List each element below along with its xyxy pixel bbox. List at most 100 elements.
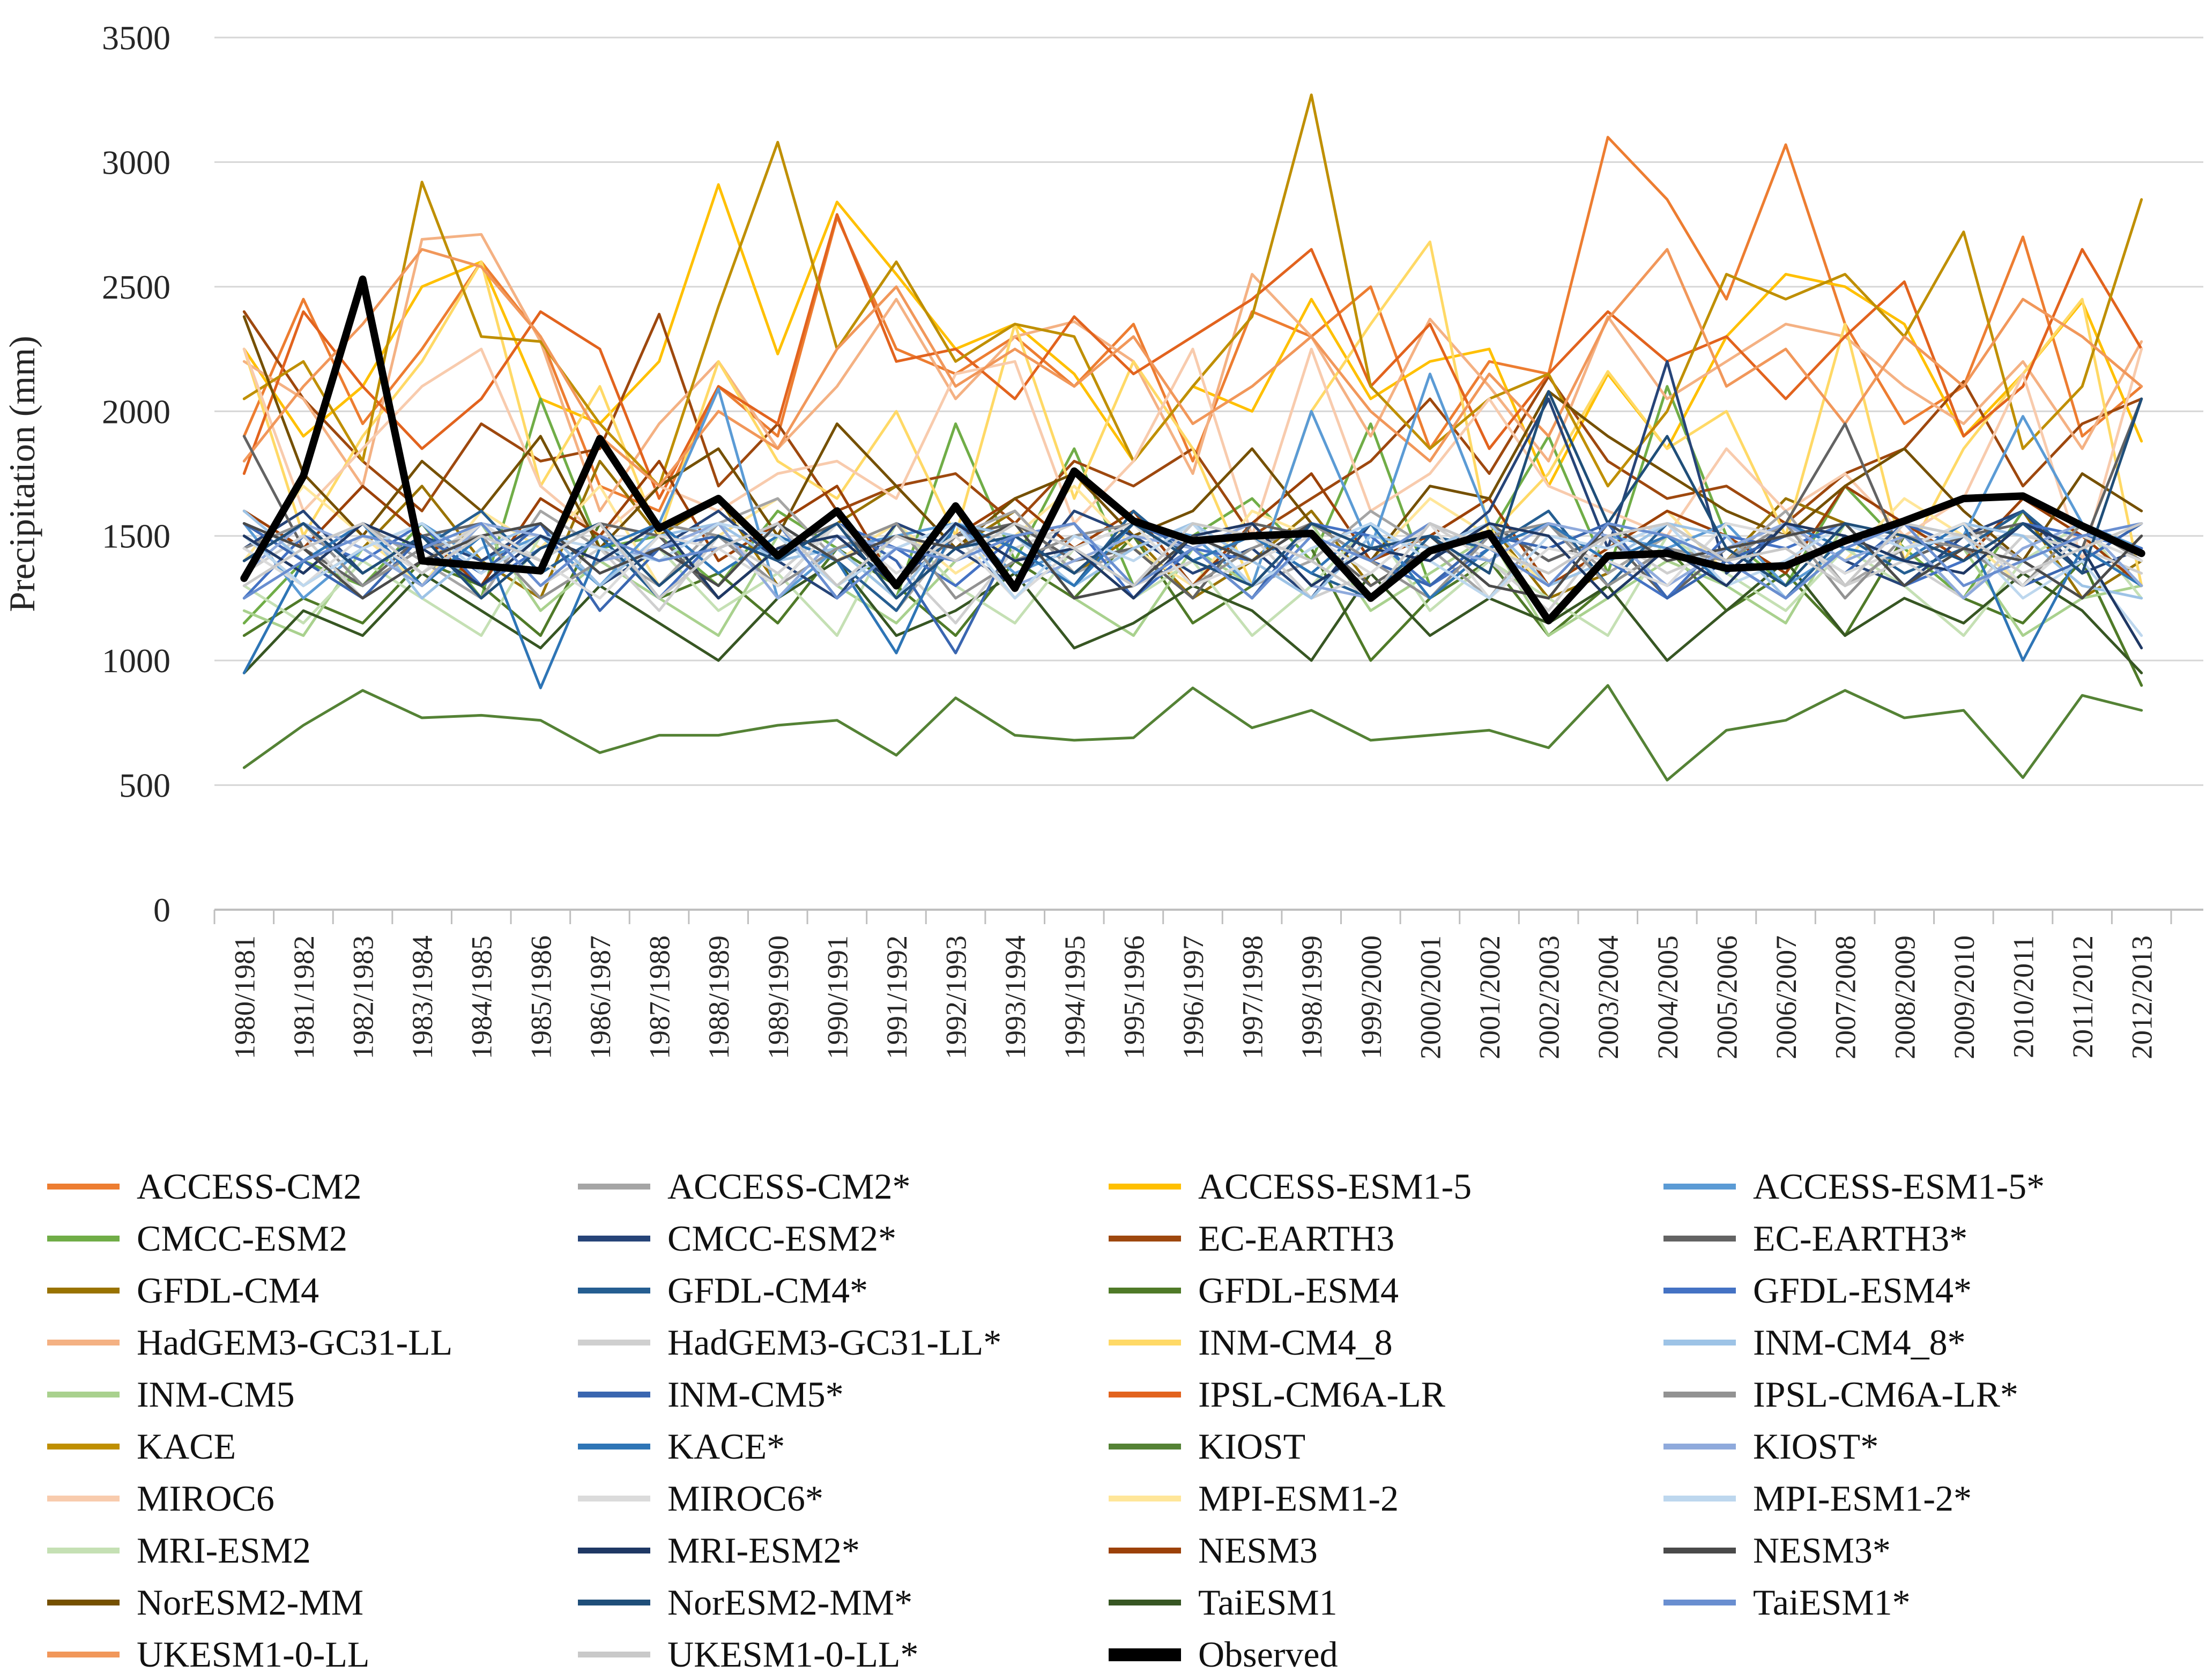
legend-label: ACCESS-ESM1-5* xyxy=(1753,1166,2045,1207)
series-line-KACE xyxy=(242,93,2143,488)
x-tick-label: 1995/1996 xyxy=(1118,935,1150,1059)
legend-swatch xyxy=(47,1496,120,1501)
legend-label: TaiESM1* xyxy=(1753,1582,1911,1623)
legend-item-CMCC-ESM2*: CMCC-ESM2* xyxy=(578,1213,1109,1265)
legend-label: GFDL-ESM4* xyxy=(1753,1270,1972,1311)
x-tick-label: 1981/1982 xyxy=(288,935,320,1059)
legend-label: NESM3* xyxy=(1753,1530,1891,1571)
legend-swatch xyxy=(578,1444,650,1449)
x-tick-label: 1997/1998 xyxy=(1237,935,1269,1059)
y-tick-label: 2500 xyxy=(102,268,170,306)
legend-label: UKESM1-0-LL xyxy=(137,1634,370,1675)
y-axis-tick-labels: 0 500 1000 1500 2000 2500 3000 3500 xyxy=(102,19,170,929)
legend-item-INM-CM5: INM-CM5 xyxy=(47,1369,578,1421)
x-tick-label: 1985/1986 xyxy=(525,935,557,1059)
legend-item-NorESM2-MM: NorESM2-MM xyxy=(47,1577,578,1629)
series-line-Observed xyxy=(240,275,2145,625)
legend-item-EC-EARTH3: EC-EARTH3 xyxy=(1109,1213,1663,1265)
legend-swatch xyxy=(1663,1496,1736,1501)
x-tick-label: 1986/1987 xyxy=(584,935,617,1059)
series-line-UKESM1-0-LL xyxy=(242,248,2143,488)
x-tick-label: 1984/1985 xyxy=(466,935,498,1059)
legend-item-UKESM1-0-LL: UKESM1-0-LL xyxy=(47,1629,578,1680)
legend-item-HadGEM3-GC31-LL: HadGEM3-GC31-LL xyxy=(47,1317,578,1369)
legend-item-TaiESM1: TaiESM1 xyxy=(1109,1577,1663,1629)
legend-item-IPSL-CM6A-LR*: IPSL-CM6A-LR* xyxy=(1663,1369,2186,1421)
x-tick-label: 2006/2007 xyxy=(1770,935,1802,1059)
x-tick-label: 2005/2006 xyxy=(1711,935,1743,1059)
legend-swatch xyxy=(1109,1340,1181,1346)
legend-swatch xyxy=(1663,1548,1736,1553)
legend-item-NorESM2-MM*: NorESM2-MM* xyxy=(578,1577,1109,1629)
x-tick-label: 2000/2001 xyxy=(1414,935,1446,1059)
legend-item-IPSL-CM6A-LR: IPSL-CM6A-LR xyxy=(1109,1369,1663,1421)
legend-label: IPSL-CM6A-LR xyxy=(1198,1374,1445,1415)
legend-item-INM-CM4_8: INM-CM4_8 xyxy=(1109,1317,1663,1369)
y-tick-label: 500 xyxy=(119,767,170,805)
legend-label: IPSL-CM6A-LR* xyxy=(1753,1374,2018,1415)
x-tick-label: 1993/1994 xyxy=(999,935,1031,1059)
legend-swatch xyxy=(1663,1392,1736,1397)
legend-swatch xyxy=(578,1236,650,1242)
chart-legend: ACCESS-CM2 ACCESS-CM2* ACCESS-ESM1-5 ACCESS… xyxy=(47,1161,2186,1680)
legend-swatch xyxy=(1109,1496,1181,1501)
legend-label: GFDL-CM4 xyxy=(137,1270,320,1311)
x-tick-label: 1987/1988 xyxy=(644,935,676,1059)
x-tick-label: 1988/1989 xyxy=(703,935,735,1059)
legend-label: EC-EARTH3 xyxy=(1198,1218,1395,1259)
legend-label: CMCC-ESM2* xyxy=(667,1218,896,1259)
legend-label: MPI-ESM1-2* xyxy=(1753,1478,1972,1519)
legend-swatch xyxy=(578,1496,650,1501)
legend-swatch xyxy=(47,1548,120,1553)
legend-label: INM-CM4_8* xyxy=(1753,1322,1966,1363)
x-tick-label: 1996/1997 xyxy=(1177,935,1209,1059)
legend-item-GFDL-ESM4*: GFDL-ESM4* xyxy=(1663,1265,2186,1317)
legend-swatch xyxy=(578,1288,650,1294)
legend-swatch xyxy=(1109,1288,1181,1294)
legend-label: ACCESS-CM2* xyxy=(667,1166,911,1207)
series-line-NorESM2-MM xyxy=(242,315,2143,562)
x-tick-label: 1998/1999 xyxy=(1296,935,1328,1059)
legend-item-ACCESS-ESM1-5*: ACCESS-ESM1-5* xyxy=(1663,1161,2186,1213)
legend-label: MIROC6 xyxy=(137,1478,274,1519)
legend-label: HadGEM3-GC31-LL* xyxy=(667,1322,1002,1363)
legend-item-KACE: KACE xyxy=(47,1421,578,1473)
legend-label: ACCESS-CM2 xyxy=(137,1166,362,1207)
legend-swatch xyxy=(47,1392,120,1397)
legend-swatch xyxy=(1663,1340,1736,1346)
legend-item-GFDL-ESM4: GFDL-ESM4 xyxy=(1109,1265,1663,1317)
legend-item-GFDL-CM4*: GFDL-CM4* xyxy=(578,1265,1109,1317)
legend-swatch xyxy=(47,1444,120,1449)
series-line-NorESM2-MM* xyxy=(242,390,2143,600)
x-axis-tick-marks xyxy=(213,910,2172,924)
series-line-INM-CM4_8 xyxy=(242,240,2143,588)
x-tick-label: 2004/2005 xyxy=(1652,935,1684,1059)
x-tick-label: 2007/2008 xyxy=(1830,935,1862,1059)
legend-label: KACE xyxy=(137,1426,236,1467)
x-tick-label: 1990/1991 xyxy=(821,935,853,1059)
legend-label: HadGEM3-GC31-LL xyxy=(137,1322,453,1363)
legend-item-HadGEM3-GC31-LL*: HadGEM3-GC31-LL* xyxy=(578,1317,1109,1369)
x-axis-tick-labels: 1980/1981 1981/1982 1982/1983 1983/1984 1984… xyxy=(228,935,2158,1059)
legend-label: ACCESS-ESM1-5 xyxy=(1198,1166,1472,1207)
legend-label: EC-EARTH3* xyxy=(1753,1218,1968,1259)
legend-label: GFDL-ESM4 xyxy=(1198,1270,1399,1311)
legend-item-INM-CM5*: INM-CM5* xyxy=(578,1369,1109,1421)
legend-label: UKESM1-0-LL* xyxy=(667,1634,919,1675)
legend-swatch xyxy=(1109,1648,1181,1661)
legend-swatch xyxy=(1109,1600,1181,1605)
legend-swatch xyxy=(1109,1236,1181,1242)
legend-swatch xyxy=(1109,1548,1181,1553)
legend-swatch xyxy=(578,1652,650,1657)
y-tick-label: 0 xyxy=(153,891,170,929)
x-tick-label: 1983/1984 xyxy=(406,935,439,1059)
legend-swatch xyxy=(47,1236,120,1242)
legend-swatch xyxy=(47,1340,120,1346)
legend-label: KIOST xyxy=(1198,1426,1306,1467)
legend-item-MRI-ESM2*: MRI-ESM2* xyxy=(578,1525,1109,1577)
legend-label: MIROC6* xyxy=(667,1478,823,1519)
series-line-ACCESS-CM2 xyxy=(242,136,2143,512)
legend-swatch xyxy=(1663,1236,1736,1242)
legend-item-INM-CM4_8*: INM-CM4_8* xyxy=(1663,1317,2186,1369)
legend-item-MPI-ESM1-2*: MPI-ESM1-2* xyxy=(1663,1473,2186,1525)
